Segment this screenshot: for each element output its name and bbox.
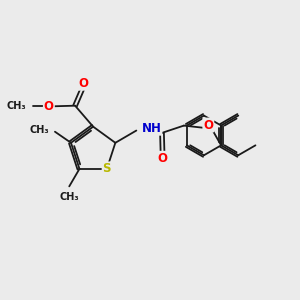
Text: S: S (103, 162, 111, 176)
Text: CH₃: CH₃ (29, 125, 49, 135)
Text: O: O (158, 152, 168, 165)
Text: O: O (78, 77, 88, 90)
Text: O: O (203, 118, 213, 131)
Text: CH₃: CH₃ (59, 192, 79, 202)
Text: O: O (44, 100, 54, 113)
Text: CH₃: CH₃ (6, 101, 26, 111)
Text: NH: NH (142, 122, 161, 135)
